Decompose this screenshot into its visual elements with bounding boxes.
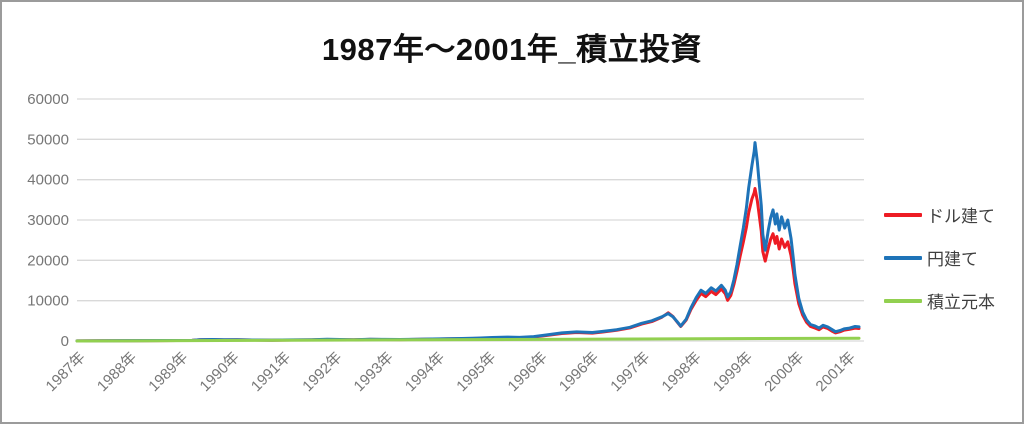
x-axis-tick-label: 2001年 [813,349,859,395]
x-axis-tick-label: 1996年 [556,349,602,395]
legend-item-ドル建て[interactable]: ドル建て [884,204,995,226]
x-axis-tick-label: 1990年 [197,349,243,395]
legend-label: 積立元本 [927,293,995,312]
legend-label: 円建て [927,250,978,269]
y-axis-tick-label: 60000 [27,91,69,108]
x-axis-tick-label: 1989年 [145,349,191,395]
legend-line-swatch [884,212,922,217]
chart-title: 1987年〜2001年_積立投資 [321,32,703,67]
legend-item-円建て[interactable]: 円建て [884,247,995,269]
x-axis-tick-label: 1993年 [351,349,397,395]
series-line-円建て [75,141,861,343]
y-axis-tick-label: 10000 [27,293,69,310]
legend-label: ドル建て [927,207,995,226]
x-axis-tick-label: 1991年 [248,349,294,395]
y-axis-tick-label: 30000 [27,212,69,229]
legend: ドル建て円建て積立元本 [884,204,995,312]
x-axis-tick-label: 1999年 [710,349,756,395]
y-axis-tick-label: 40000 [27,172,69,189]
legend-line-swatch [884,298,922,303]
legend-line-swatch [884,255,922,260]
x-axis-tick-label: 1995年 [453,349,499,395]
series-line-積立元本 [75,336,861,343]
y-axis-tick-label: 20000 [27,252,69,269]
x-axis-tick-label: 1992年 [299,349,345,395]
series-line-ドル建て [75,187,861,343]
legend-item-積立元本[interactable]: 積立元本 [884,290,995,312]
x-axis-tick-label: 1987年 [43,349,89,395]
y-axis-tick-label: 50000 [27,131,69,148]
x-axis-tick-label: 1996年 [505,349,551,395]
x-axis-tick-label: 1994年 [402,349,448,395]
y-axis-tick-label: 0 [61,333,69,350]
x-axis-tick-label: 1988年 [94,349,140,395]
x-axis-tick-label: 1998年 [659,349,705,395]
x-axis-tick-label: 1997年 [607,349,653,395]
x-axis-tick-label: 2000年 [761,349,807,395]
